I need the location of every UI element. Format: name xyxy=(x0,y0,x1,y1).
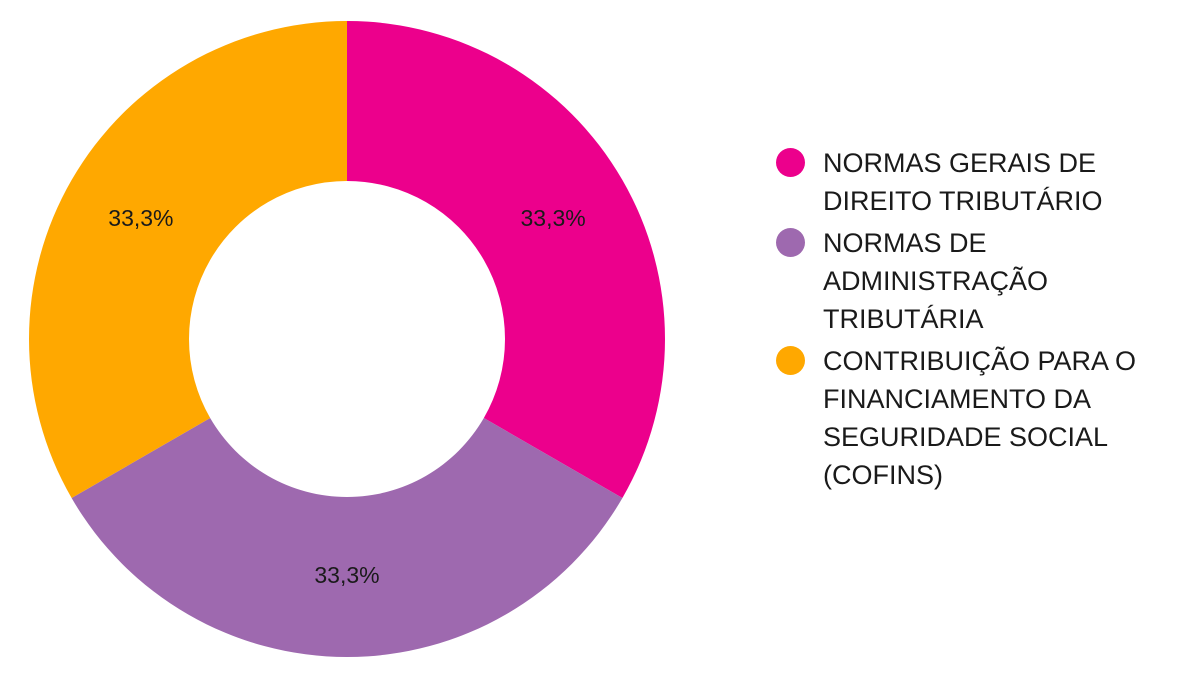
donut-slice-cofins xyxy=(29,21,348,498)
legend-swatch-normas-gerais xyxy=(776,148,805,177)
donut-slices xyxy=(29,21,665,657)
slice-label-normas-gerais: 33,3% xyxy=(520,205,585,231)
legend-swatch-cofins xyxy=(776,346,805,375)
donut-slice-normas-administracao xyxy=(71,418,623,657)
slice-label-normas-administracao: 33,3% xyxy=(314,562,379,588)
donut-slice-normas-gerais xyxy=(347,21,665,498)
legend-swatch-normas-administracao xyxy=(776,228,805,257)
legend-item-cofins: CONTRIBUIÇÃO PARA O FINANCIAMENTO DA SEG… xyxy=(776,342,1186,494)
legend-label-cofins: CONTRIBUIÇÃO PARA O FINANCIAMENTO DA SEG… xyxy=(823,346,1137,490)
legend-label-normas-gerais: NORMAS GERAIS DE DIREITO TRIBUTÁRIO xyxy=(823,148,1103,216)
legend: NORMAS GERAIS DE DIREITO TRIBUTÁRIO NORM… xyxy=(776,144,1186,498)
slice-label-cofins: 33,3% xyxy=(108,205,173,231)
legend-item-normas-gerais: NORMAS GERAIS DE DIREITO TRIBUTÁRIO xyxy=(776,144,1186,220)
slice-labels: 33,3% 33,3% 33,3% xyxy=(108,205,585,588)
legend-label-normas-administracao: NORMAS DE ADMINISTRAÇÃO TRIBUTÁRIA xyxy=(823,228,1049,334)
legend-item-normas-administracao: NORMAS DE ADMINISTRAÇÃO TRIBUTÁRIA xyxy=(776,224,1186,338)
